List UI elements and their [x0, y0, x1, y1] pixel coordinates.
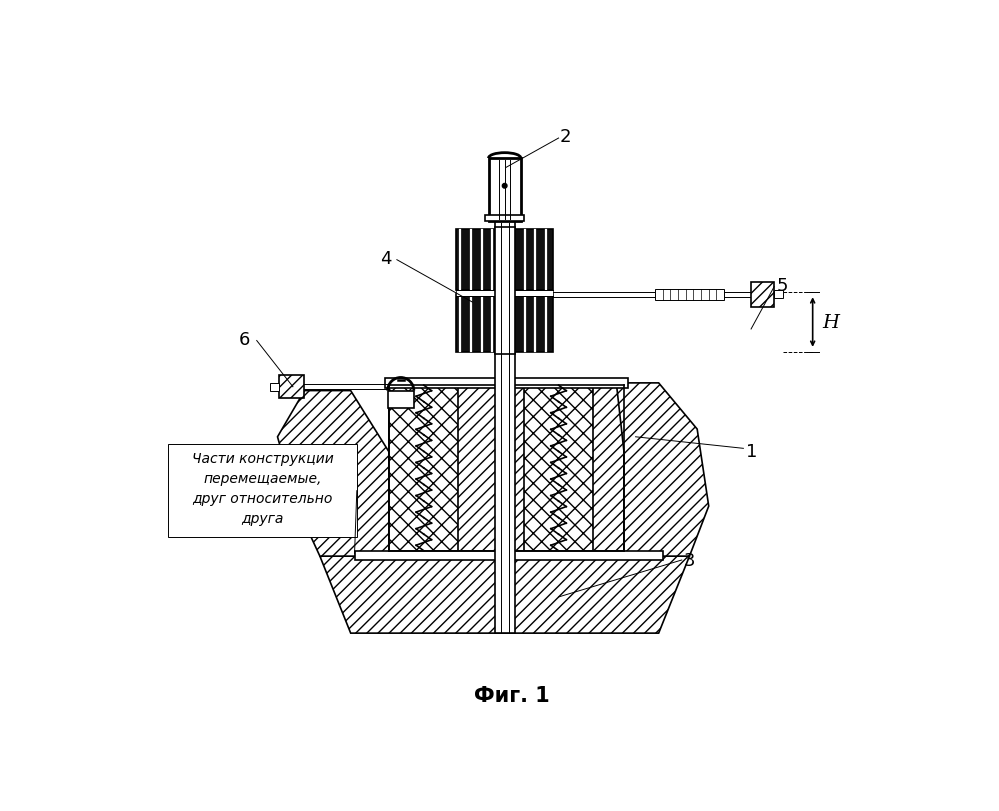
Text: 4: 4	[380, 250, 391, 268]
Text: 2: 2	[560, 128, 571, 146]
Text: Фиг. 1: Фиг. 1	[474, 684, 549, 705]
Text: H: H	[822, 314, 839, 332]
Bar	[390, 386, 459, 551]
Text: перемещаемые,: перемещаемые,	[204, 472, 322, 486]
Text: 3: 3	[684, 551, 695, 569]
Bar	[489, 159, 520, 222]
Text: друг относительно: друг относительно	[193, 491, 333, 506]
Text: друга: друга	[242, 512, 284, 526]
Text: Части конструкции: Части конструкции	[192, 452, 334, 466]
Bar	[390, 386, 624, 551]
Bar	[654, 290, 724, 300]
Bar	[388, 391, 414, 408]
Polygon shape	[616, 384, 708, 556]
Bar	[457, 290, 553, 297]
Bar	[523, 386, 593, 551]
Bar	[386, 379, 628, 388]
Bar	[270, 384, 279, 391]
Text: 5: 5	[776, 277, 788, 294]
Bar	[751, 283, 774, 307]
Bar	[279, 375, 305, 399]
Bar	[457, 295, 553, 353]
Bar	[774, 291, 783, 298]
Bar	[355, 551, 662, 560]
Polygon shape	[320, 556, 689, 633]
Circle shape	[502, 184, 506, 189]
Polygon shape	[278, 391, 390, 556]
Bar	[457, 230, 553, 291]
Bar	[168, 445, 357, 537]
Bar	[495, 227, 514, 354]
Bar	[486, 216, 523, 222]
Text: 6: 6	[239, 331, 250, 349]
Bar	[495, 222, 514, 633]
Text: 1: 1	[746, 442, 758, 460]
